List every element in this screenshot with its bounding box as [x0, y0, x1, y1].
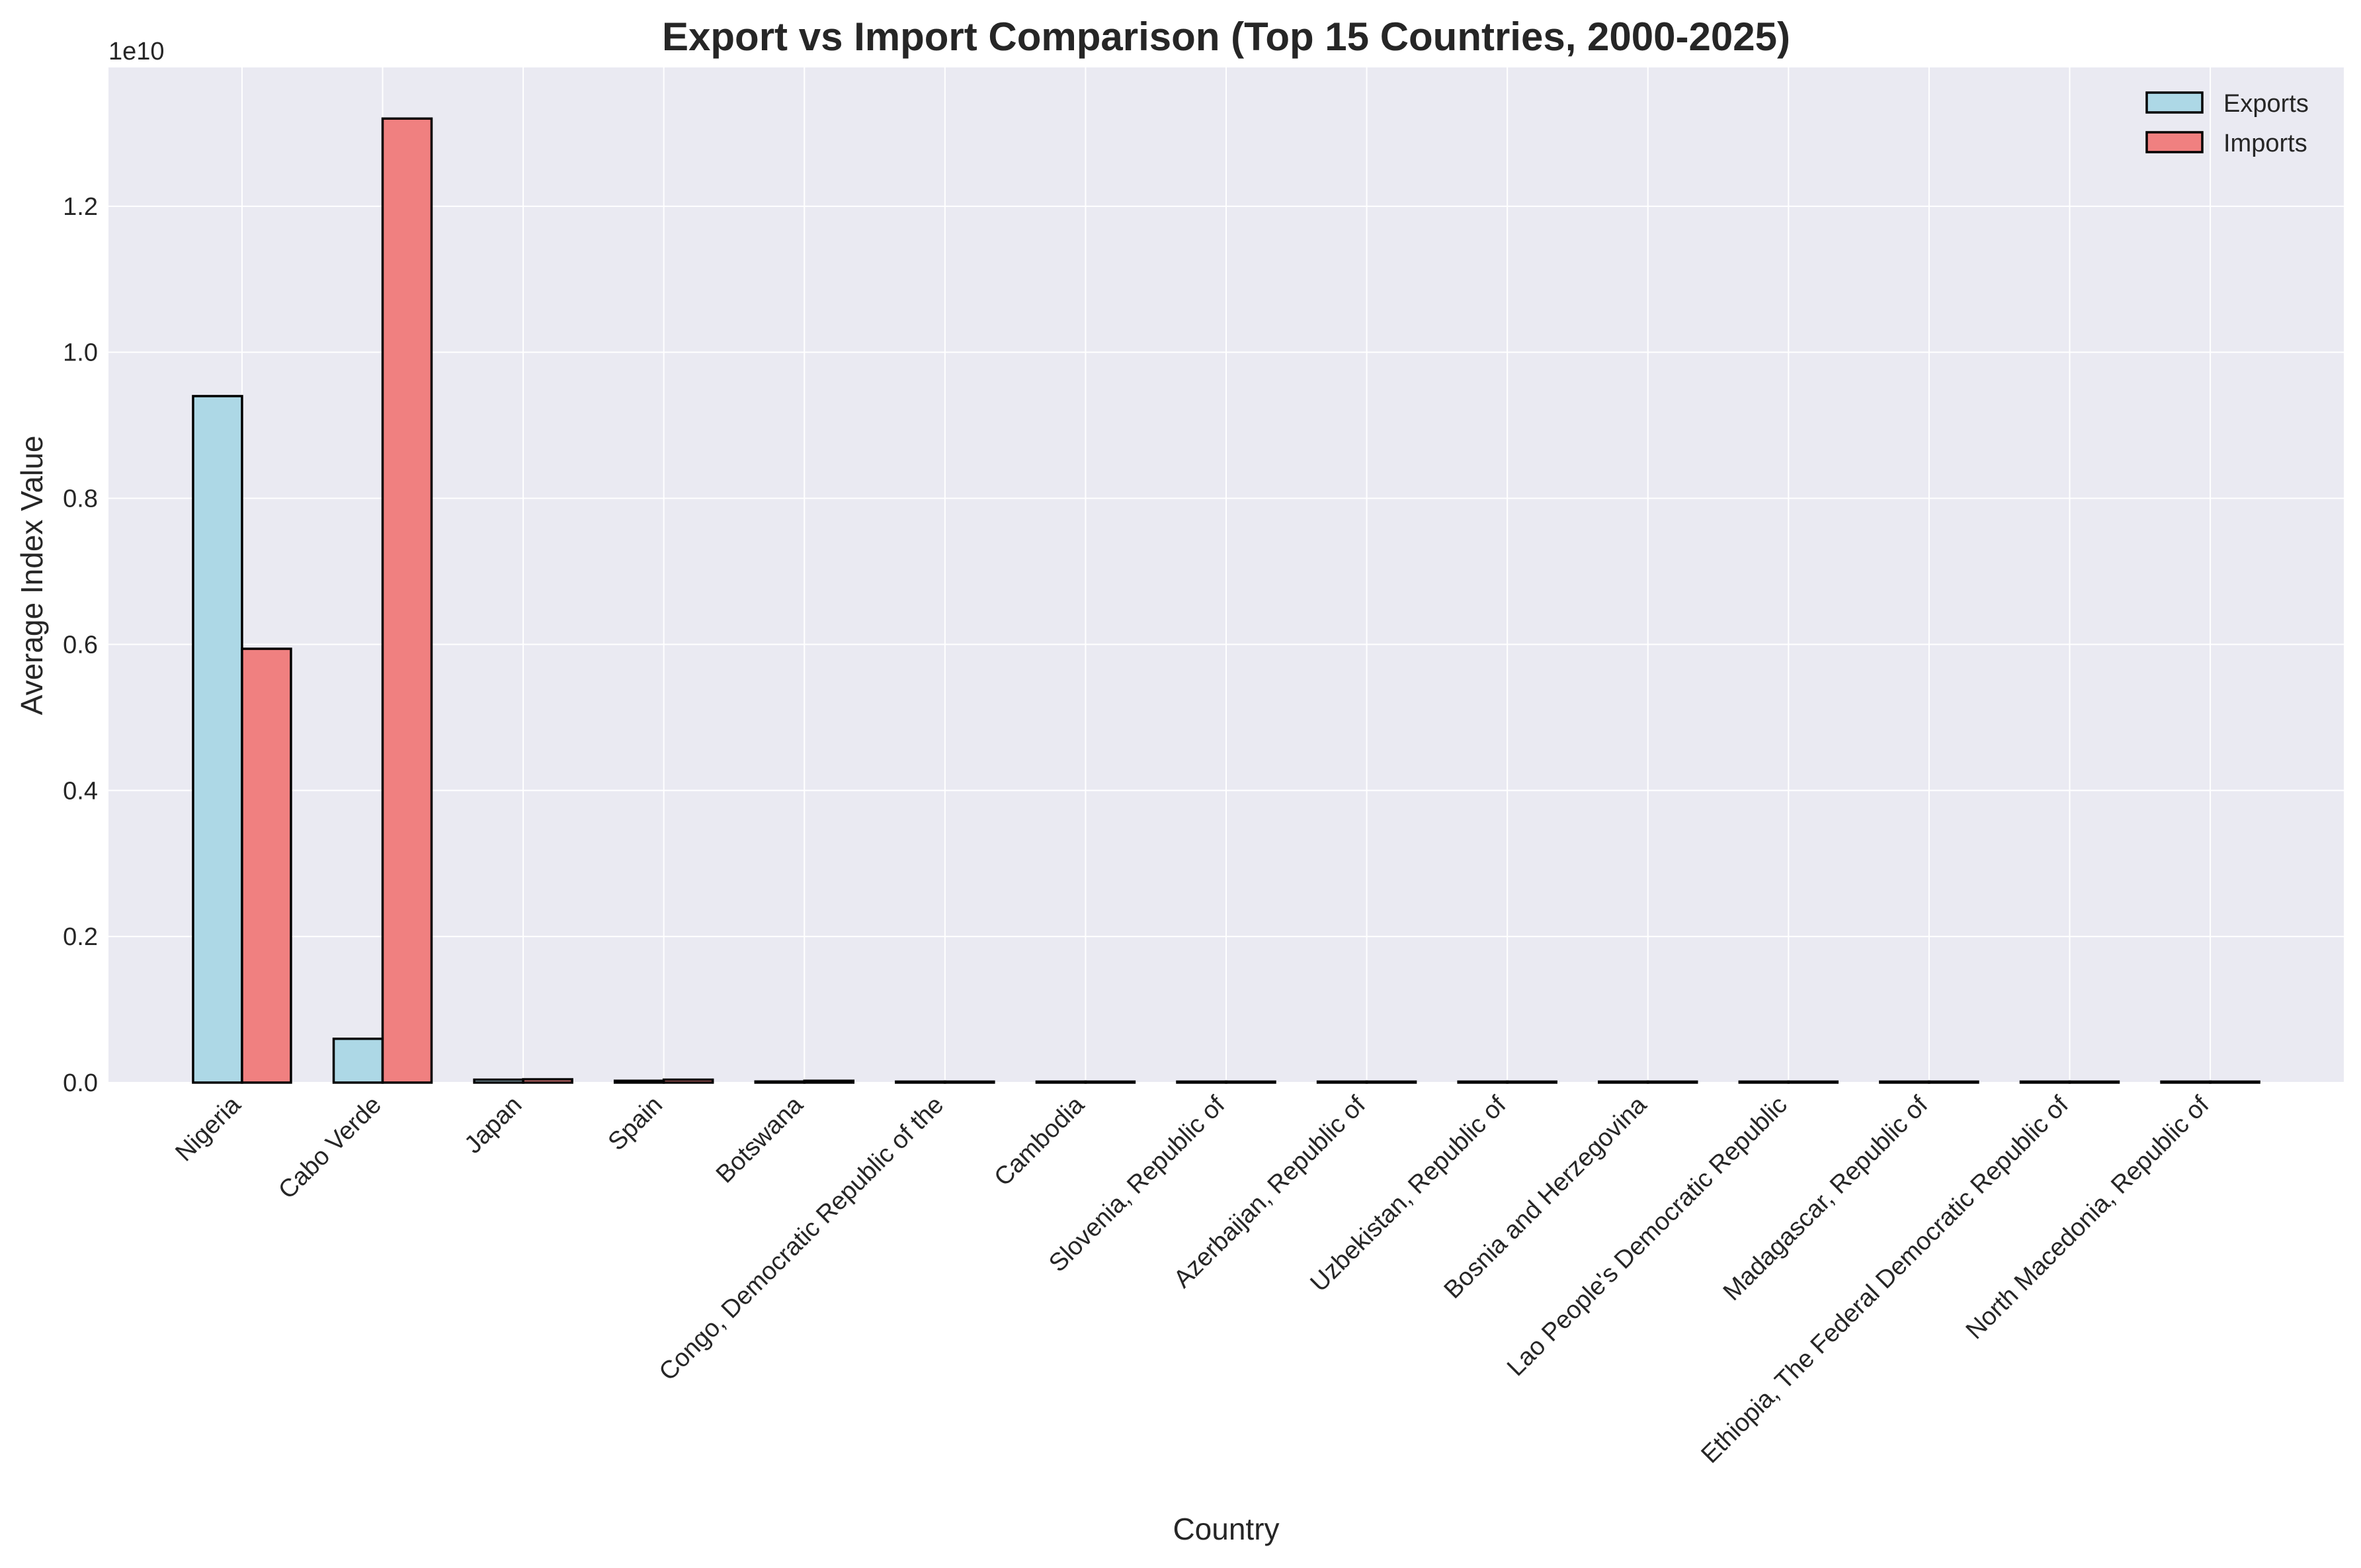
import-bar	[2209, 1080, 2260, 1084]
import-bar	[522, 1078, 573, 1084]
import-bar	[1787, 1080, 1839, 1084]
export-bar	[473, 1078, 524, 1084]
import-bar	[662, 1078, 714, 1084]
y-axis-label: Average Index Value	[15, 436, 49, 716]
legend-imports-swatch	[2145, 131, 2204, 153]
x-tick-label: Nigeria	[170, 1091, 246, 1167]
x-tick-label: Japan	[460, 1091, 528, 1159]
x-tick-label: Botswana	[711, 1091, 809, 1188]
import-bar	[1646, 1080, 1698, 1084]
export-bar	[1597, 1080, 1649, 1084]
export-bar	[895, 1080, 946, 1084]
legend: Exports Imports	[2145, 90, 2309, 157]
import-bar	[803, 1079, 855, 1084]
import-bar	[381, 117, 433, 1084]
legend-exports-swatch	[2145, 91, 2204, 114]
import-bar	[1365, 1080, 1417, 1084]
export-bar	[1176, 1080, 1227, 1084]
export-bar	[613, 1079, 665, 1084]
export-bar	[192, 395, 243, 1084]
import-bar	[2068, 1080, 2120, 1084]
y-tick-label: 0.2	[63, 923, 98, 951]
chart-title: Export vs Import Comparison (Top 15 Coun…	[662, 15, 1790, 59]
y-tick-label: 1.2	[63, 193, 98, 221]
export-bar	[1316, 1080, 1368, 1084]
export-bar	[332, 1037, 384, 1084]
export-bar	[1879, 1080, 1930, 1084]
legend-imports-label: Imports	[2223, 130, 2307, 157]
import-bar	[241, 647, 292, 1084]
y-tick-label: 0.4	[63, 777, 98, 805]
export-bar	[1457, 1080, 1509, 1084]
legend-exports-label: Exports	[2223, 90, 2309, 118]
export-bar	[1035, 1080, 1087, 1084]
x-tick-label: Spain	[603, 1091, 668, 1156]
export-bar	[2019, 1080, 2071, 1084]
import-bar	[1506, 1080, 1557, 1084]
x-tick-label: Lao People's Democratic Republic	[1502, 1091, 1793, 1382]
plot-area: 0.0 0.2 0.4 0.6 0.8 1.0 1.2 Nigeria Cabo Verde Ja…	[63, 67, 2344, 1469]
export-bar	[754, 1080, 806, 1084]
import-bar	[1084, 1080, 1136, 1084]
y-tick-label: 1.0	[63, 339, 98, 367]
x-tick-label: Congo, Democratic Republic of the	[654, 1091, 949, 1386]
y-tick-label: 0.8	[63, 485, 98, 513]
x-tick-label: Cambodia	[989, 1091, 1091, 1192]
x-tick-label: North Macedonia, Republic of	[1961, 1091, 2215, 1344]
y-tick-label: 0.0	[63, 1069, 98, 1097]
import-bar	[1928, 1080, 1979, 1084]
export-bar	[1738, 1080, 1790, 1084]
export-bar	[2160, 1080, 2212, 1084]
y-axis-offset-label: 1e10	[108, 38, 165, 65]
y-tick-label: 0.6	[63, 631, 98, 659]
x-axis-label: Country	[1173, 1512, 1279, 1546]
import-bar	[1225, 1080, 1276, 1084]
import-bar	[944, 1080, 995, 1084]
x-tick-label: Cabo Verde	[273, 1091, 387, 1205]
